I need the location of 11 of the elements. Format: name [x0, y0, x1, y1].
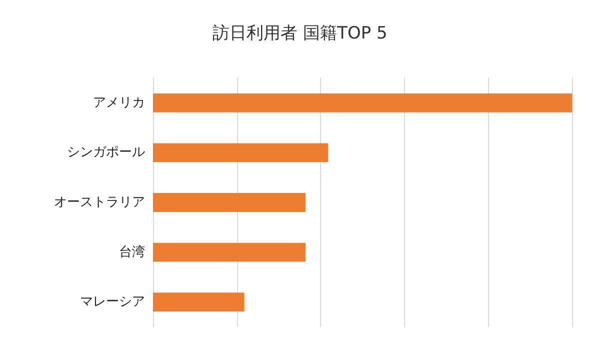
bar — [153, 93, 572, 112]
y-tick-label: シンガポール — [67, 145, 145, 160]
y-tick-label: マレーシア — [80, 294, 145, 310]
y-tick-label: 台湾 — [119, 244, 145, 260]
bar — [153, 143, 328, 162]
y-tick-label: オーストラリア — [54, 195, 145, 210]
bar — [153, 193, 306, 212]
chart-title: 訪日利用者 国籍TOP 5 — [212, 24, 388, 44]
y-tick-label: アメリカ — [93, 95, 145, 110]
bar — [153, 292, 244, 312]
bar — [153, 242, 306, 262]
